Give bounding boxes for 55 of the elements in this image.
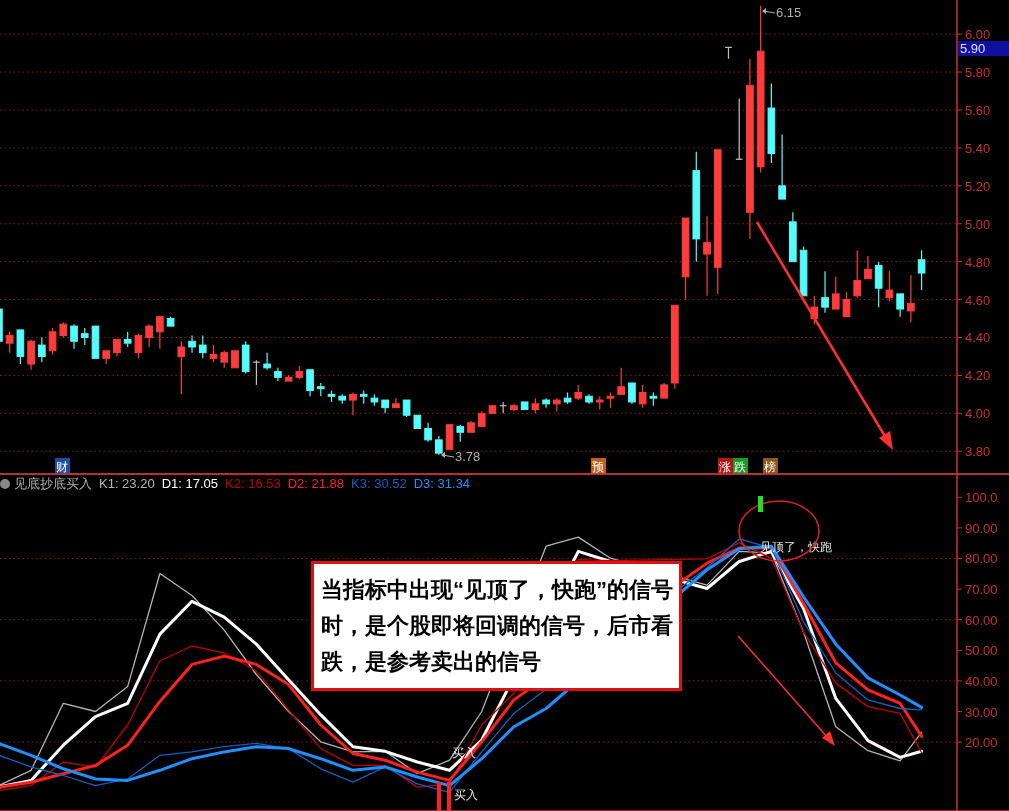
candlestick <box>585 393 593 405</box>
candlestick <box>349 391 357 416</box>
annotation: 当指标中出现“见顶了，快跑”的信号时，是个股即将回调的信号，后市看跌，是参考卖出的信号 <box>311 561 682 691</box>
text: D3: 31.34 <box>413 476 471 491</box>
y-tick-label: 5.20 <box>965 178 991 194</box>
y-tick-label: 40.00 <box>965 673 998 689</box>
text: K1: 23.20 <box>99 476 155 491</box>
y-tick-label: 4.20 <box>965 368 991 384</box>
y-tick-label: 5.80 <box>965 65 991 81</box>
candlestick <box>746 58 754 240</box>
y-tick-label: 5.60 <box>965 102 991 118</box>
y-tick-label: 4.80 <box>965 254 991 270</box>
text: K2: 16.53 <box>225 476 281 491</box>
y-tick-label: 90.00 <box>965 520 998 536</box>
y-tick-label: 30.00 <box>965 704 998 720</box>
y-tick-label: 3.80 <box>965 444 991 460</box>
annotation: 预 <box>592 460 604 474</box>
y-tick-label: 4.40 <box>965 330 991 346</box>
candlestick <box>907 274 915 323</box>
text: 5.90 <box>960 41 986 56</box>
candlestick <box>263 352 271 371</box>
candlestick <box>70 323 78 350</box>
y-tick-label: 100.0 <box>965 490 998 506</box>
candlestick <box>188 334 196 354</box>
candlestick <box>274 367 282 382</box>
annotation: 涨 <box>719 460 731 474</box>
y-tick-label: 70.00 <box>965 582 998 598</box>
candlestick <box>853 249 862 299</box>
y-tick-label: 80.00 <box>965 551 998 567</box>
text: D2: 21.88 <box>287 476 345 491</box>
text: D1: 17.05 <box>161 476 219 491</box>
candlestick <box>542 397 550 409</box>
y-tick-label: 60.00 <box>965 612 998 628</box>
annotation: 买入 <box>454 788 478 802</box>
candlestick <box>27 338 35 371</box>
annotation: 3.78 <box>455 449 481 464</box>
y-tick-label: 4.00 <box>965 406 991 422</box>
candlestick <box>424 422 432 443</box>
candlestick <box>145 323 153 348</box>
annotation: 6.15 <box>776 5 802 20</box>
text: K3: 30.52 <box>351 476 407 491</box>
legend-title: 见底抄底买入 <box>14 476 92 491</box>
annotation: 跌 <box>734 460 746 474</box>
y-tick-label: 5.00 <box>965 216 991 232</box>
y-tick-label: 20.00 <box>965 735 998 751</box>
y-tick-label: 4.60 <box>965 292 991 308</box>
candlestick <box>703 215 711 297</box>
y-tick-label: 6.00 <box>965 27 991 43</box>
y-tick-label: 5.40 <box>965 140 991 156</box>
candlestick <box>692 151 701 263</box>
y-tick-label: 50.00 <box>965 643 998 659</box>
annotation: 榜 <box>764 460 776 474</box>
candlestick <box>510 403 518 413</box>
annotation: 财 <box>56 460 68 474</box>
candlestick <box>821 270 829 314</box>
